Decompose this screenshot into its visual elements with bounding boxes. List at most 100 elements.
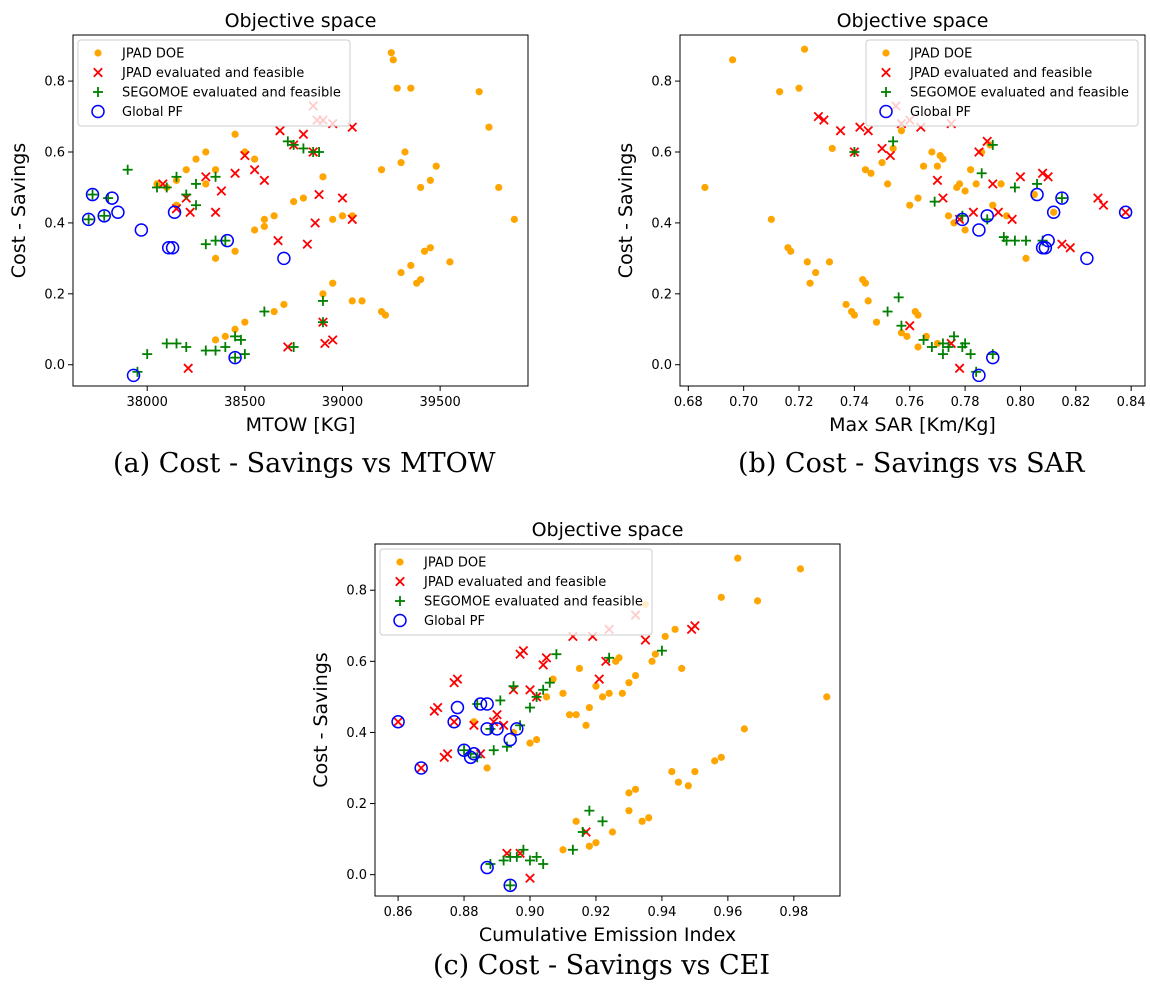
doe-point [212, 255, 219, 262]
doe-point [559, 690, 566, 697]
doe-point [394, 85, 401, 92]
doe-point [795, 85, 802, 92]
doe-point [914, 343, 921, 350]
x-tick-label: 0.88 [450, 905, 479, 920]
doe-point [231, 131, 238, 138]
jpad-point [453, 675, 461, 683]
doe-point [956, 180, 963, 187]
doe-point [632, 786, 639, 793]
segomoe-point [982, 214, 992, 224]
doe-point [842, 301, 849, 308]
doe-point [202, 180, 209, 187]
doe-point [787, 248, 794, 255]
jpad-point [519, 646, 527, 654]
segomoe-point [509, 681, 519, 691]
doe-point [576, 665, 583, 672]
doe-point [397, 159, 404, 166]
doe-point [390, 56, 397, 63]
doe-point [592, 683, 599, 690]
doe-point [582, 722, 589, 729]
segomoe-point [505, 880, 515, 890]
y-tick-label: 0.0 [651, 358, 672, 373]
doe-point [271, 212, 278, 219]
jpad-point [443, 750, 451, 758]
pareto-point [135, 224, 147, 236]
doe-point [222, 333, 229, 340]
jpad-point [864, 127, 872, 135]
x-tick-label: 0.78 [951, 395, 980, 410]
segomoe-point [1057, 193, 1067, 203]
doe-point [668, 768, 675, 775]
doe-point [920, 163, 927, 170]
doe-point [484, 764, 491, 771]
doe-point [645, 814, 652, 821]
segomoe-point [1010, 236, 1020, 246]
jpad-point [433, 703, 441, 711]
jpad-point [417, 764, 425, 772]
chart-a: Objective space38000 38500 39000 395000.00.… [8, 10, 528, 436]
doe-point [662, 633, 669, 640]
segomoe-point [538, 859, 548, 869]
jpad-point [1058, 240, 1066, 248]
doe-point [231, 248, 238, 255]
doe-point [718, 594, 725, 601]
segomoe-point [1032, 179, 1042, 189]
segomoe-point [525, 703, 535, 713]
legend-segomoe-label: SEGOMOE evaluated and feasible [424, 595, 643, 610]
doe-point [625, 679, 632, 686]
doe-point [382, 311, 389, 318]
doe-point [271, 308, 278, 315]
jpad-point [1066, 244, 1074, 252]
legend-doe-marker [94, 49, 101, 56]
segomoe-point [181, 342, 191, 352]
legend-doe-marker [882, 49, 889, 56]
doe-point [648, 658, 655, 665]
doe-point [417, 184, 424, 191]
segomoe-point [230, 353, 240, 363]
series-jpad [814, 102, 1130, 373]
doe-point [862, 280, 869, 287]
x-tick-label: 39000 [322, 395, 363, 410]
segomoe-point [201, 239, 211, 249]
y-tick-label: 0.6 [44, 146, 65, 161]
jpad-point [955, 364, 963, 372]
legend-segomoe-label: SEGOMOE evaluated and feasible [122, 86, 341, 101]
y-axis-label: Cost - Savings [615, 143, 637, 278]
chart-title: Objective space [225, 10, 377, 32]
legend-box [866, 40, 1138, 126]
x-tick-label: 0.94 [647, 905, 676, 920]
x-tick-label: 0.74 [840, 395, 869, 410]
doe-point [865, 297, 872, 304]
segomoe-point [171, 338, 181, 348]
segomoe-point [894, 292, 904, 302]
jpad-point [856, 123, 864, 131]
y-tick-label: 0.2 [651, 287, 672, 302]
segomoe-point [298, 143, 308, 153]
doe-point [407, 262, 414, 269]
doe-point [339, 212, 346, 219]
doe-point [300, 194, 307, 201]
y-tick-label: 0.6 [346, 655, 367, 670]
doe-point [251, 155, 258, 162]
legend-doe-label: JPAD DOE [121, 47, 184, 62]
doe-point [961, 187, 968, 194]
x-axis-label: Cumulative Emission Index [479, 924, 736, 946]
segomoe-point [142, 349, 152, 359]
doe-point [804, 258, 811, 265]
segomoe-point [211, 236, 221, 246]
doe-point [526, 740, 533, 747]
doe-point [812, 269, 819, 276]
jpad-point [933, 176, 941, 184]
legend-pf-label: Global PF [424, 614, 485, 629]
doe-point [729, 56, 736, 63]
doe-point [997, 180, 1004, 187]
x-tick-label: 0.72 [785, 395, 814, 410]
x-tick-label: 39500 [419, 395, 460, 410]
legend-pf-label: Global PF [910, 105, 971, 120]
legend-box [380, 549, 652, 635]
x-tick-label: 0.76 [895, 395, 924, 410]
doe-point [586, 704, 593, 711]
jpad-point [260, 176, 268, 184]
doe-point [801, 46, 808, 53]
series-pareto [83, 189, 290, 382]
